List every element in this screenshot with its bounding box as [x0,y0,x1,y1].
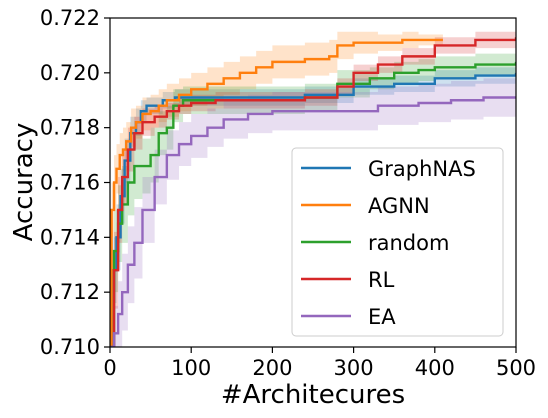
legend-label-ea: EA [368,305,396,329]
band-rl [110,28,516,347]
legend-label-graphnas: GraphNAS [368,157,476,181]
legend-box [291,147,504,337]
y-tick-label: 0.710 [40,335,100,359]
y-tick-label: 0.712 [40,280,100,304]
y-axis-label: Accuracy [9,123,39,242]
series-lines [110,37,516,347]
legend-label-rl: RL [368,268,395,292]
x-tick-label: 200 [252,356,292,380]
y-axis-ticks: 0.710 0.712 0.714 0.716 0.718 0.720 0.722 [40,6,110,359]
x-axis-label: #Architecures [221,380,405,410]
x-axis-ticks: 0 100 200 300 400 500 [103,347,536,380]
x-tick-label: 0 [103,356,116,380]
x-tick-label: 400 [415,356,455,380]
x-tick-label: 100 [171,356,211,380]
series-line-rl [110,37,516,347]
y-tick-label: 0.722 [40,6,100,30]
confidence-bands [110,28,516,347]
series-line-ea [110,96,516,347]
legend-label-random: random [368,231,449,255]
legend: GraphNAS AGNN random RL EA [291,147,504,337]
x-tick-label: 500 [496,356,536,380]
series-line-agnn [110,38,443,347]
y-tick-label: 0.714 [40,225,100,249]
legend-label-agnn: AGNN [368,194,430,218]
band-ea [110,78,516,347]
y-tick-label: 0.720 [40,61,100,85]
y-tick-label: 0.718 [40,116,100,140]
x-tick-label: 300 [334,356,374,380]
y-tick-label: 0.716 [40,171,100,195]
